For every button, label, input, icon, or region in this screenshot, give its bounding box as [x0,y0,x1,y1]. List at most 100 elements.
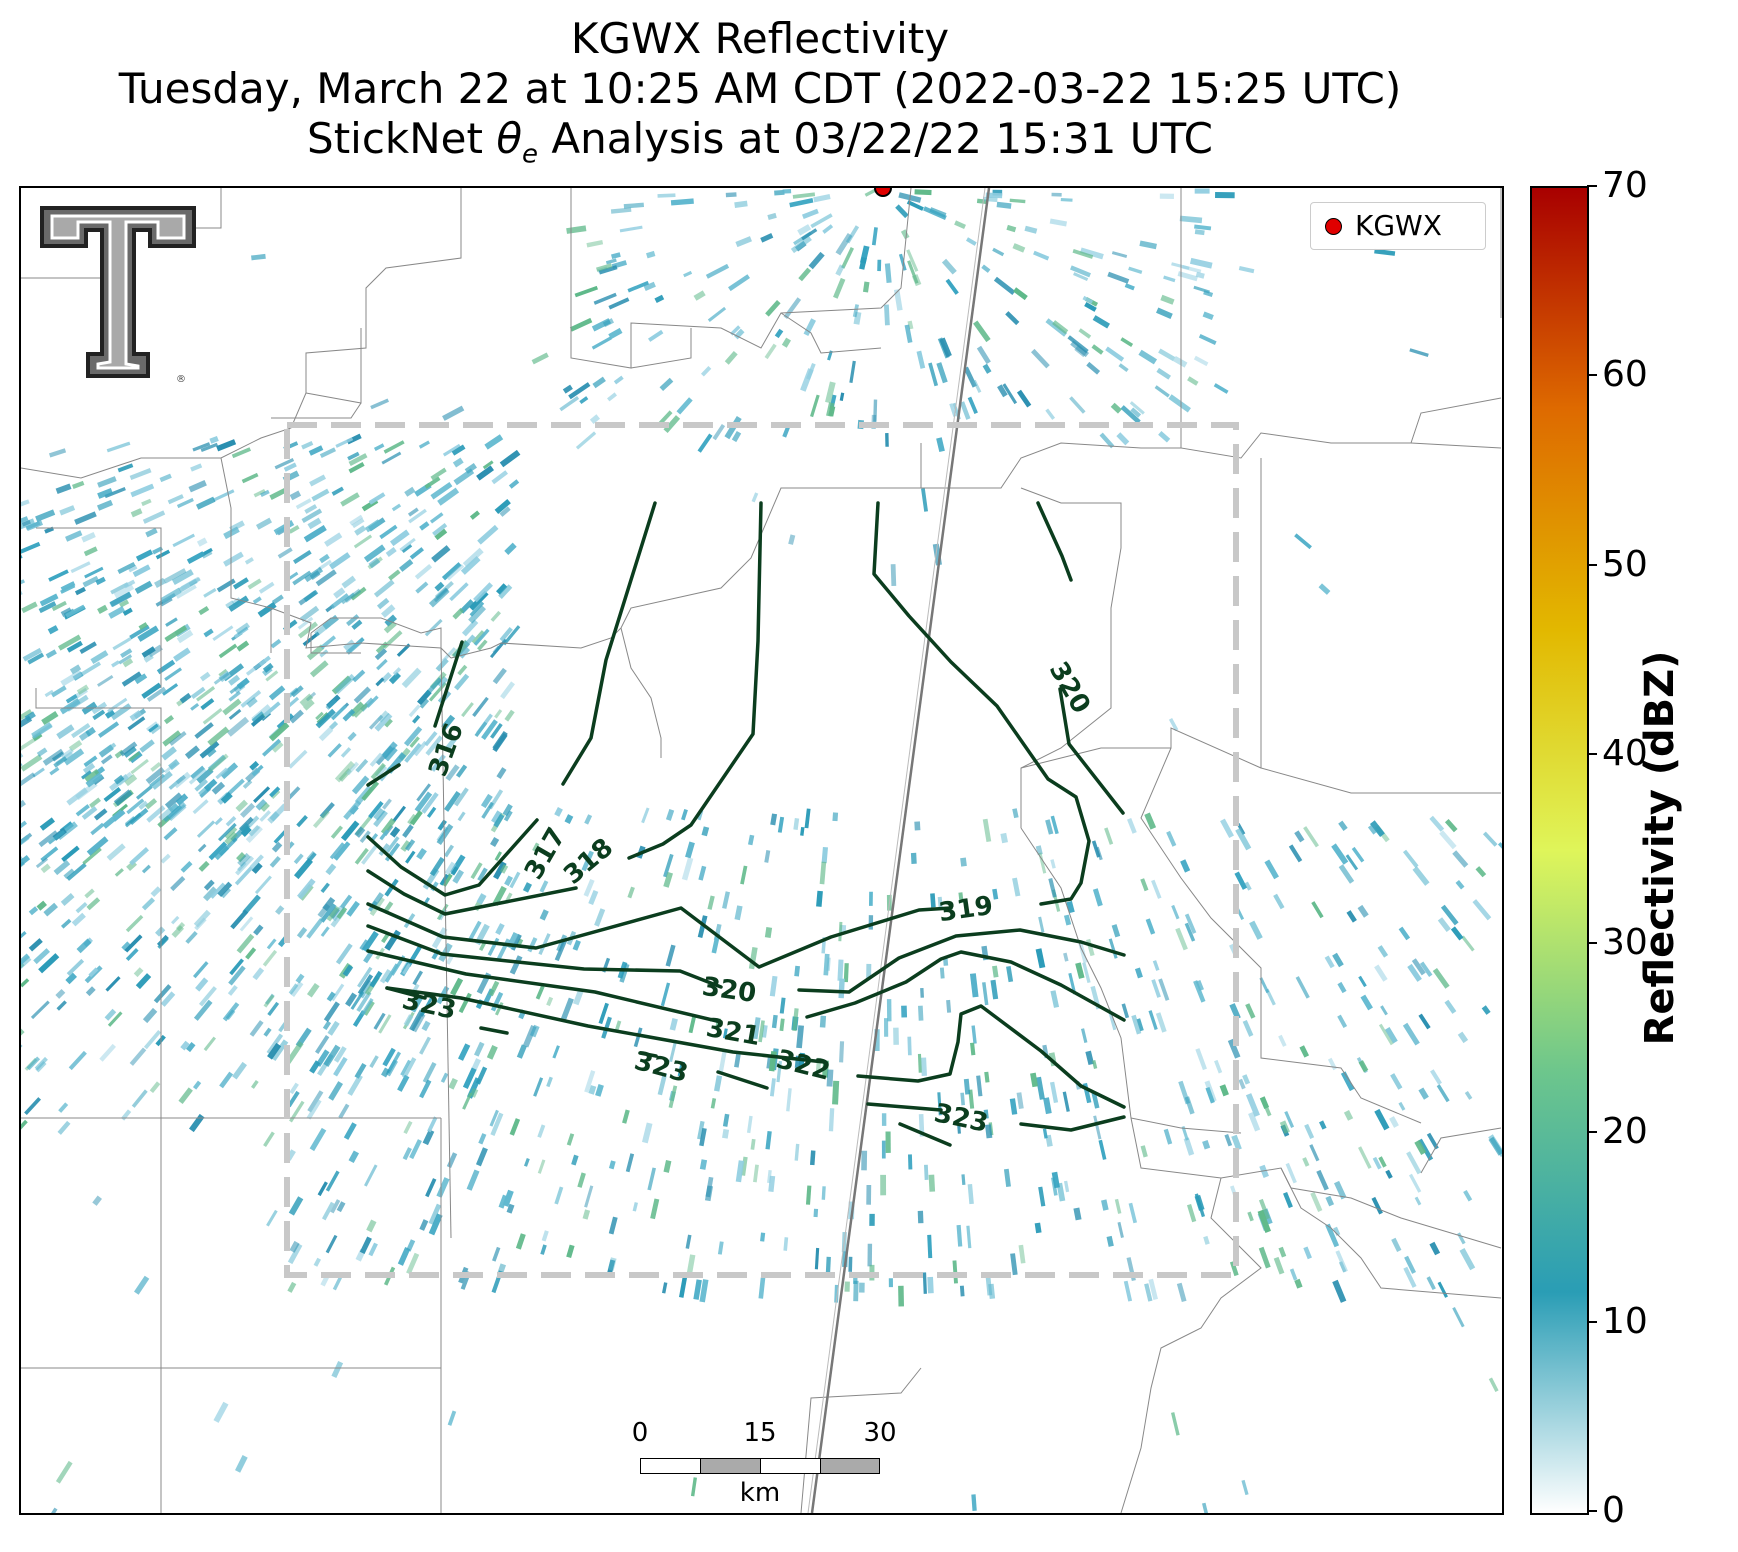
reflectivity-echo [21,754,43,772]
reflectivity-echo [247,578,262,590]
reflectivity-echo [927,1234,933,1259]
reflectivity-echo [173,647,191,662]
reflectivity-echo [56,1000,67,1011]
reflectivity-echo [559,396,580,412]
reflectivity-echo [401,667,422,689]
reflectivity-echo [828,1108,835,1132]
reflectivity-echo [1235,827,1252,851]
reflectivity-echo [384,718,393,728]
reflectivity-echo [104,1008,117,1021]
reflectivity-echo [866,1184,872,1205]
reflectivity-echo [1324,955,1335,969]
reflectivity-echo [813,194,831,203]
reflectivity-echo [1195,1048,1207,1071]
reflectivity-echo [303,525,327,543]
reflectivity-echo [473,628,490,646]
reflectivity-echo [976,345,991,365]
reflectivity-echo [418,440,430,449]
reflectivity-echo [460,556,481,575]
reflectivity-echo [90,822,105,836]
reflectivity-echo [701,826,710,837]
reflectivity-echo [416,783,432,802]
reflectivity-echo [388,569,401,581]
reflectivity-echo [822,1060,829,1078]
reflectivity-echo [884,1018,889,1037]
reflectivity-echo [318,726,334,742]
reflectivity-echo [88,967,99,978]
reflectivity-echo [914,821,921,831]
reflectivity-echo [251,711,265,723]
reflectivity-echo [21,978,30,988]
reflectivity-echo [233,626,249,639]
reflectivity-echo [1073,272,1089,282]
reflectivity-echo [1024,225,1038,234]
reflectivity-echo [1091,344,1104,355]
reflectivity-echo [453,468,475,486]
reflectivity-echo [383,620,397,634]
reflectivity-echo [992,888,999,900]
reflectivity-echo [1452,850,1469,868]
reflectivity-echo [1238,1078,1246,1090]
reflectivity-echo [1229,1261,1239,1277]
reflectivity-echo [246,697,258,708]
reflectivity-echo [76,938,92,954]
radar-map[interactable]: 316 317 318 319 320 320 321 322 323 323 323 [19,186,1504,1515]
reflectivity-echo [1166,830,1177,847]
reflectivity-echo [1452,1307,1465,1328]
colorbar-tick-label: 0 [1602,1490,1625,1531]
reflectivity-echo [384,746,398,762]
reflectivity-echo [333,1056,348,1077]
reflectivity-echo [322,896,336,912]
reflectivity-echo [58,1102,69,1113]
reflectivity-echo [229,520,245,533]
title-line-3-suffix: Analysis at 03/22/22 15:31 UTC [538,114,1213,163]
reflectivity-echo [235,855,254,876]
reflectivity-echo [161,746,177,761]
reflectivity-echo [1120,337,1134,347]
reflectivity-echo [1123,1280,1133,1302]
reflectivity-echo [370,762,386,780]
reflectivity-echo [765,300,781,317]
reflectivity-echo [45,649,57,659]
reflectivity-echo [207,726,230,747]
reflectivity-echo [75,901,88,914]
reflectivity-echo [602,318,614,328]
county-boundary [800,1367,922,1513]
reflectivity-echo [1045,408,1056,420]
reflectivity-echo [1114,1198,1122,1214]
reflectivity-echo [956,1224,963,1247]
reflectivity-echo [270,638,282,649]
reflectivity-echo [449,582,469,602]
reflectivity-echo [1183,1137,1195,1156]
reflectivity-echo [129,847,150,866]
reflectivity-echo [529,1024,540,1038]
reflectivity-echo [277,547,293,559]
reflectivity-echo [134,1275,150,1295]
reflectivity-echo [446,564,465,581]
reflectivity-echo [982,363,992,374]
reflectivity-echo [21,735,41,751]
reflectivity-echo [250,714,266,727]
reflectivity-echo [287,1090,300,1108]
reflectivity-echo [490,610,502,622]
reflectivity-echo [304,566,324,583]
reflectivity-echo [1184,913,1197,934]
reflectivity-echo [467,920,482,942]
reflectivity-echo [508,479,520,489]
reflectivity-echo [685,841,695,859]
reflectivity-echo [1012,243,1026,253]
reflectivity-echo [1340,1071,1355,1092]
reflectivity-echo [697,1120,705,1140]
reflectivity-echo [982,818,992,842]
reflectivity-echo [389,826,401,838]
reflectivity-echo [92,709,106,721]
reflectivity-echo [107,742,117,751]
reflectivity-echo [900,229,910,240]
reflectivity-echo [1193,355,1209,367]
reflectivity-echo [663,415,681,433]
reflectivity-echo [869,891,873,906]
colorbar-tick [1587,1320,1597,1323]
reflectivity-echo [1128,1202,1138,1224]
reflectivity-echo [506,1203,515,1214]
reflectivity-echo [699,1279,709,1303]
